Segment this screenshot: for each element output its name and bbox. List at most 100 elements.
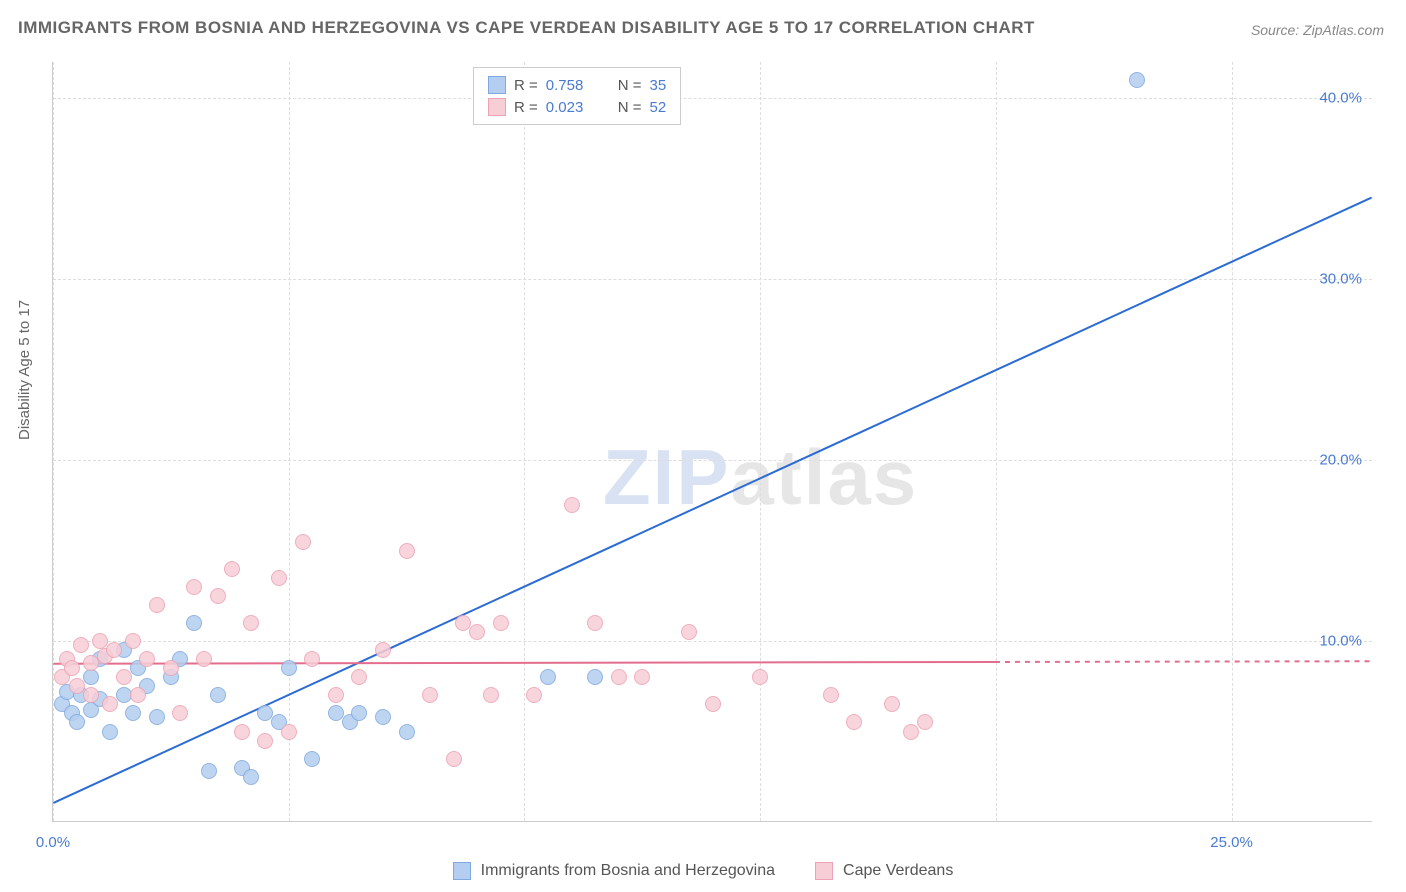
data-point xyxy=(210,687,226,703)
data-point xyxy=(422,687,438,703)
data-point xyxy=(257,733,273,749)
r-label: R = xyxy=(514,77,538,94)
data-point xyxy=(186,615,202,631)
data-point xyxy=(243,769,259,785)
data-point xyxy=(351,705,367,721)
n-label: N = xyxy=(618,77,642,94)
r-value: 0.023 xyxy=(546,99,602,116)
watermark-zip: ZIP xyxy=(603,433,730,521)
series-name: Cape Verdeans xyxy=(843,862,953,880)
legend-swatch xyxy=(488,98,506,116)
chart-title: IMMIGRANTS FROM BOSNIA AND HERZEGOVINA V… xyxy=(18,18,1035,38)
legend-swatch xyxy=(488,76,506,94)
data-point xyxy=(846,714,862,730)
data-point xyxy=(399,724,415,740)
data-point xyxy=(483,687,499,703)
data-point xyxy=(130,687,146,703)
data-point xyxy=(917,714,933,730)
data-point xyxy=(243,615,259,631)
x-tick-label: 25.0% xyxy=(1210,834,1253,851)
correlation-legend: R = 0.758 N = 35 R = 0.023 N = 52 xyxy=(473,67,681,125)
data-point xyxy=(125,633,141,649)
data-point xyxy=(281,724,297,740)
y-tick-label: 30.0% xyxy=(1319,271,1362,288)
data-point xyxy=(611,669,627,685)
plot-area: ZIPatlas R = 0.758 N = 35 R = 0.023 N = 52 10.0… xyxy=(52,62,1372,822)
gridline-v xyxy=(53,62,54,821)
y-tick-label: 10.0% xyxy=(1319,633,1362,650)
data-point xyxy=(234,724,250,740)
data-point xyxy=(83,669,99,685)
gridline-v xyxy=(289,62,290,821)
data-point xyxy=(106,642,122,658)
data-point xyxy=(564,497,580,513)
r-label: R = xyxy=(514,99,538,116)
data-point xyxy=(116,669,132,685)
data-point xyxy=(125,705,141,721)
data-point xyxy=(634,669,650,685)
watermark-atlas: atlas xyxy=(730,433,918,521)
data-point xyxy=(295,534,311,550)
data-point xyxy=(1129,72,1145,88)
gridline-h xyxy=(53,641,1372,642)
data-point xyxy=(587,669,603,685)
legend-swatch xyxy=(815,862,833,880)
r-value: 0.758 xyxy=(546,77,602,94)
gridline-h xyxy=(53,460,1372,461)
data-point xyxy=(399,543,415,559)
legend-row: R = 0.758 N = 35 xyxy=(488,74,666,96)
data-point xyxy=(83,687,99,703)
data-point xyxy=(705,696,721,712)
data-point xyxy=(587,615,603,631)
legend-swatch xyxy=(453,862,471,880)
n-value: 35 xyxy=(650,77,667,94)
data-point xyxy=(73,637,89,653)
data-point xyxy=(493,615,509,631)
y-tick-label: 20.0% xyxy=(1319,452,1362,469)
data-point xyxy=(139,651,155,667)
data-point xyxy=(375,709,391,725)
y-tick-label: 40.0% xyxy=(1319,90,1362,107)
data-point xyxy=(281,660,297,676)
data-point xyxy=(884,696,900,712)
series-legend: Immigrants from Bosnia and Herzegovina Ca… xyxy=(0,862,1406,880)
data-point xyxy=(149,597,165,613)
data-point xyxy=(102,724,118,740)
series-name: Immigrants from Bosnia and Herzegovina xyxy=(481,862,775,880)
data-point xyxy=(64,660,80,676)
data-point xyxy=(328,687,344,703)
y-axis-label: Disability Age 5 to 17 xyxy=(16,300,33,440)
gridline-v xyxy=(1232,62,1233,821)
gridline-h xyxy=(53,279,1372,280)
n-label: N = xyxy=(618,99,642,116)
gridline-v xyxy=(996,62,997,821)
x-tick-label: 0.0% xyxy=(36,834,70,851)
data-point xyxy=(752,669,768,685)
data-point xyxy=(210,588,226,604)
data-point xyxy=(163,660,179,676)
data-point xyxy=(681,624,697,640)
data-point xyxy=(304,651,320,667)
data-point xyxy=(172,705,188,721)
gridline-h xyxy=(53,98,1372,99)
source-attribution: Source: ZipAtlas.com xyxy=(1251,22,1384,38)
gridline-v xyxy=(524,62,525,821)
data-point xyxy=(201,763,217,779)
data-point xyxy=(196,651,212,667)
data-point xyxy=(375,642,391,658)
n-value: 52 xyxy=(650,99,667,116)
data-point xyxy=(186,579,202,595)
data-point xyxy=(446,751,462,767)
data-point xyxy=(304,751,320,767)
data-point xyxy=(540,669,556,685)
data-point xyxy=(224,561,240,577)
data-point xyxy=(526,687,542,703)
legend-item: Immigrants from Bosnia and Herzegovina xyxy=(453,862,775,880)
data-point xyxy=(69,714,85,730)
data-point xyxy=(351,669,367,685)
data-point xyxy=(469,624,485,640)
legend-item: Cape Verdeans xyxy=(815,862,953,880)
data-point xyxy=(903,724,919,740)
data-point xyxy=(102,696,118,712)
data-point xyxy=(271,570,287,586)
